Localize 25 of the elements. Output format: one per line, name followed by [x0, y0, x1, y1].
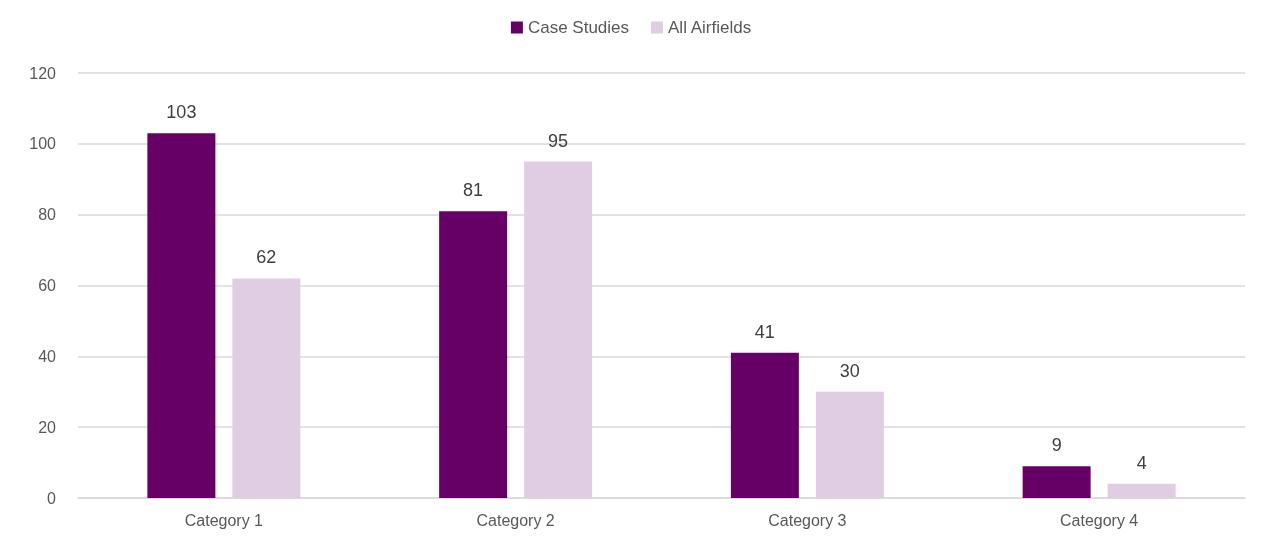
bar	[147, 133, 216, 498]
x-tick-label: Category 2	[476, 511, 555, 529]
x-tick-label: Category 3	[768, 511, 847, 529]
data-label: 41	[754, 321, 775, 342]
data-label: 62	[256, 247, 277, 268]
bar	[730, 352, 799, 498]
x-tick-label: Category 1	[184, 511, 264, 529]
y-tick-label: 0	[47, 489, 57, 507]
bar	[439, 211, 508, 498]
legend-label: Case Studies	[527, 18, 630, 37]
data-label: 103	[166, 102, 197, 123]
data-label: 30	[839, 360, 860, 381]
legend-label: All Airfields	[668, 18, 752, 37]
data-label: 81	[463, 180, 484, 201]
data-label: 4	[1136, 452, 1147, 473]
y-tick-label: 60	[38, 277, 57, 294]
y-tick-label: 100	[29, 135, 57, 153]
data-label: 95	[548, 130, 569, 151]
y-tick-label: 20	[38, 418, 57, 436]
bar	[1022, 466, 1091, 498]
y-tick-label: 80	[38, 206, 57, 224]
data-label: 9	[1051, 435, 1062, 456]
y-tick-label: 40	[38, 347, 57, 365]
x-tick-label: Category 4	[1059, 511, 1139, 529]
y-tick-label: 120	[29, 64, 57, 82]
